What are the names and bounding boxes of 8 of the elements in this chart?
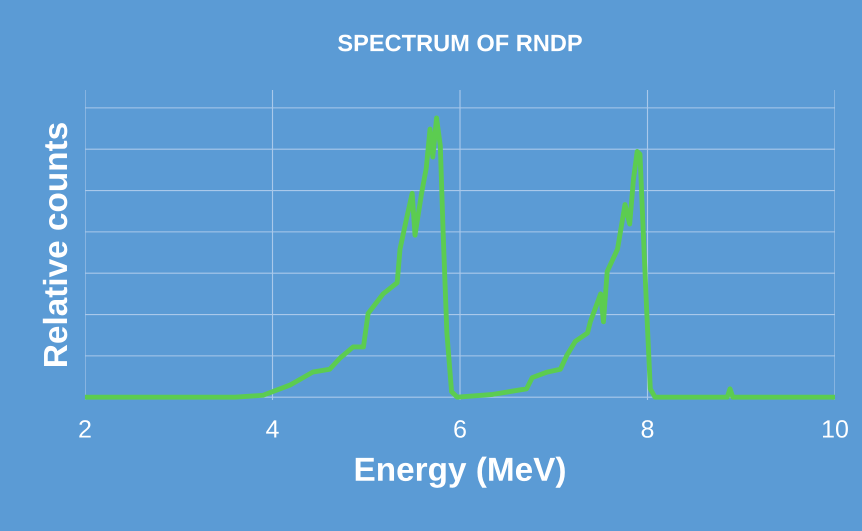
chart-title: SPECTRUM OF RNDP — [338, 34, 582, 52]
x-tick-label: 2 — [79, 420, 91, 438]
x-tick-label: 8 — [642, 420, 654, 438]
x-tick-label: 10 — [823, 420, 848, 438]
x-axis-title: Energy (MeV) — [356, 456, 565, 488]
x-tick-label: 6 — [454, 420, 466, 438]
y-axis-title: Relative counts — [42, 123, 68, 366]
x-tick-label: 4 — [266, 420, 279, 438]
